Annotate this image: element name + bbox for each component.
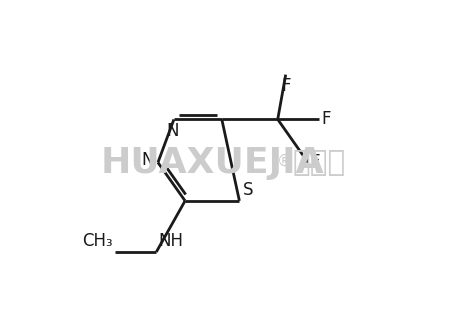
Text: S: S	[243, 181, 254, 199]
Text: 化学加: 化学加	[292, 148, 345, 177]
Text: F: F	[322, 111, 331, 128]
Text: N: N	[166, 122, 178, 140]
Text: HUAXUEJIA: HUAXUEJIA	[101, 146, 324, 179]
Text: CH₃: CH₃	[82, 232, 113, 250]
Text: ®: ®	[277, 153, 292, 168]
Text: F: F	[281, 77, 290, 95]
Text: F: F	[311, 153, 320, 171]
Text: N: N	[142, 151, 154, 169]
Text: NH: NH	[158, 232, 183, 250]
